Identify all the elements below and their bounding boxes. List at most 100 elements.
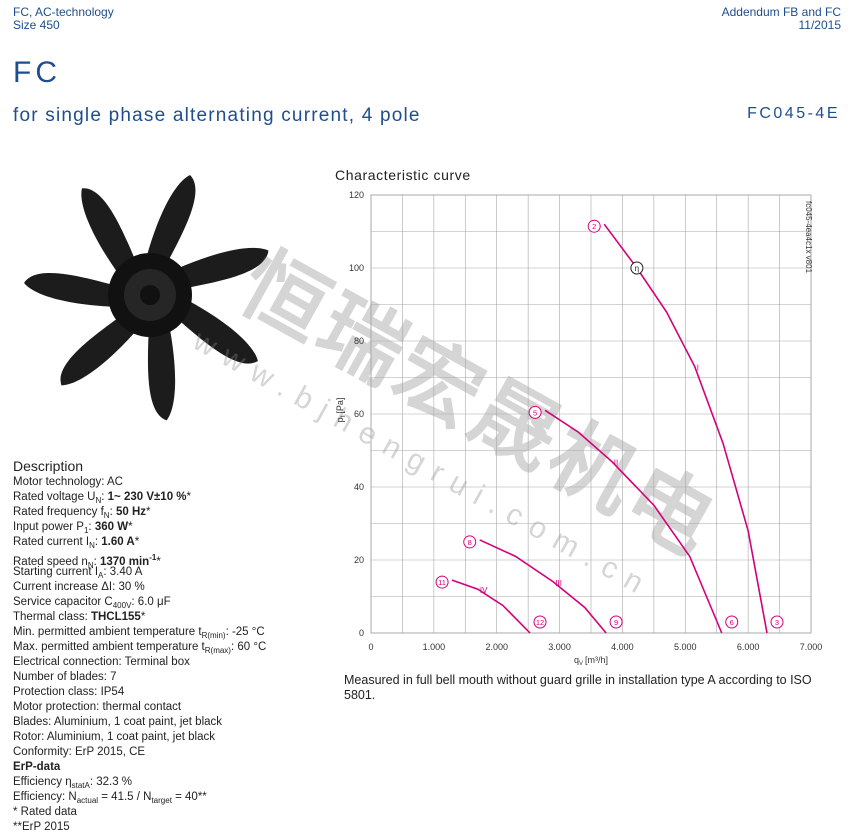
- point-label-circle: [609, 615, 623, 629]
- description-line: Starting current IA: 3.40 A: [13, 565, 266, 580]
- description-text: ErP-data: [13, 761, 61, 773]
- header-line: Addendum FB and FC: [721, 5, 841, 19]
- point-label-circle: [725, 615, 739, 629]
- description-text: :: [101, 491, 108, 503]
- description-text: -1: [149, 553, 157, 562]
- curve-name: IV: [480, 586, 488, 595]
- description-text: Rated current I: [13, 536, 90, 548]
- x-tick-label: 7.000: [800, 642, 823, 652]
- description-line: ErP-data: [13, 760, 266, 775]
- description-text: * Rated data: [13, 806, 77, 818]
- description-text: **ErP 2015: [13, 821, 70, 833]
- description-text: = 41.5 / N: [98, 791, 152, 803]
- description-text: : 3.40 A: [103, 566, 143, 578]
- description-line: Rotor: Aluminium, 1 coat paint, jet blac…: [13, 730, 266, 745]
- point-label: 6: [730, 618, 734, 627]
- axis-label-sub: V: [579, 661, 583, 667]
- description-text: Rated frequency f: [13, 506, 104, 518]
- description-text: Input power P: [13, 521, 84, 533]
- description-line: Rated current IN: 1.60 A*: [13, 535, 266, 550]
- point-label: 3: [775, 618, 779, 627]
- header-left: FC, AC-technology Size 450: [13, 6, 114, 32]
- description-text: Efficiency: N: [13, 791, 77, 803]
- y-tick-label: 60: [354, 409, 364, 419]
- point-label-circle: [587, 219, 601, 233]
- description-line: Rated speed nN: 1370 min-1*: [13, 550, 266, 570]
- description-line: Electrical connection: Terminal box: [13, 655, 266, 670]
- annotation: η: [635, 264, 639, 273]
- description-text: Min. permitted ambient temperature t: [13, 626, 202, 638]
- description-text: *: [186, 491, 192, 503]
- description-line: Rated voltage UN: 1~ 230 V±10 %*: [13, 490, 266, 505]
- description-line: **ErP 2015: [13, 820, 266, 835]
- description-text: actual: [76, 796, 99, 805]
- description-line: Efficiency: Nactual = 41.5 / Ntarget = 4…: [13, 790, 266, 805]
- title: FC: [13, 56, 61, 89]
- curve: [544, 409, 723, 634]
- axis-label-main: q: [574, 655, 579, 665]
- side-note: fc045-4ea4c1x v801: [804, 201, 813, 274]
- description-text: 50 Hz: [115, 506, 146, 518]
- description-line: Service capacitor C400V: 6.0 μF: [13, 595, 266, 610]
- model: FC045-4E: [747, 105, 840, 122]
- description-text: R(min): [201, 631, 226, 640]
- description-text: : 6.0 μF: [131, 596, 171, 608]
- description-text: THCL155: [90, 611, 141, 623]
- header-line: Size 450: [13, 18, 60, 32]
- description-line: Motor protection: thermal contact: [13, 700, 266, 715]
- description-text: :: [94, 536, 102, 548]
- description-text: Current increase ΔI: 30 %: [13, 581, 145, 593]
- description-text: = 40**: [171, 791, 207, 803]
- y-tick-label: 100: [349, 263, 364, 273]
- point-label: 8: [468, 538, 472, 547]
- point-label-circle: [463, 535, 477, 549]
- description-text: :: [93, 556, 100, 568]
- y-tick-label: 40: [354, 482, 364, 492]
- x-tick-label: 6.000: [737, 642, 760, 652]
- description-line: Min. permitted ambient temperature tR(mi…: [13, 625, 266, 640]
- axis-label-main: p: [335, 417, 345, 422]
- description-text: : 60 °C: [230, 641, 267, 653]
- description-text: N: [103, 511, 110, 520]
- description-text: 1: [83, 526, 89, 535]
- description-text: A: [98, 571, 104, 580]
- description-text: Rated voltage U: [13, 491, 96, 503]
- description-text: N: [89, 541, 95, 550]
- curve-name: II: [614, 458, 618, 467]
- description-text: Electrical connection: Terminal box: [13, 656, 190, 668]
- description-text: statA: [71, 781, 90, 790]
- description-text: :: [88, 521, 95, 533]
- description-text: Protection class: IP54: [13, 686, 125, 698]
- description-text: N: [87, 561, 94, 570]
- x-tick-label: 4.000: [611, 642, 634, 652]
- description-text: : 32.3 %: [89, 776, 133, 788]
- y-tick-label: 0: [359, 628, 364, 638]
- axis-label: qV [m³/h]: [574, 655, 608, 667]
- point-label-circle: [533, 615, 547, 629]
- fan-image: [24, 175, 269, 421]
- description-text: Efficiency η: [13, 776, 72, 788]
- y-tick-label: 120: [349, 190, 364, 200]
- description-text: 1370 min: [99, 556, 150, 568]
- axis-label-sub: f: [341, 415, 347, 417]
- header-right: Addendum FB and FC 11/2015: [722, 6, 841, 32]
- subtitle: for single phase alternating current, 4 …: [13, 105, 421, 126]
- curve-name: III: [555, 579, 562, 588]
- description-text: 360 W: [94, 521, 129, 533]
- description-text: Blades: Aluminium, 1 coat paint, jet bla…: [13, 716, 223, 728]
- axis-label-unit: [m³/h]: [585, 655, 608, 665]
- description-line: Motor technology: AC: [13, 475, 266, 490]
- description-text: target: [151, 796, 172, 805]
- point-label-circle: [770, 615, 784, 629]
- axis-label-unit: [Pa]: [335, 398, 345, 414]
- description-line: Blades: Aluminium, 1 coat paint, jet bla…: [13, 715, 266, 730]
- description-text: Service capacitor C: [13, 596, 113, 608]
- point-label: 12: [536, 618, 544, 627]
- x-tick-label: 1.000: [423, 642, 446, 652]
- description-text: :: [109, 506, 116, 518]
- description-text: 400V: [112, 601, 132, 610]
- description-text: Rotor: Aluminium, 1 coat paint, jet blac…: [13, 731, 215, 743]
- header-line: FC, AC-technology: [13, 5, 114, 19]
